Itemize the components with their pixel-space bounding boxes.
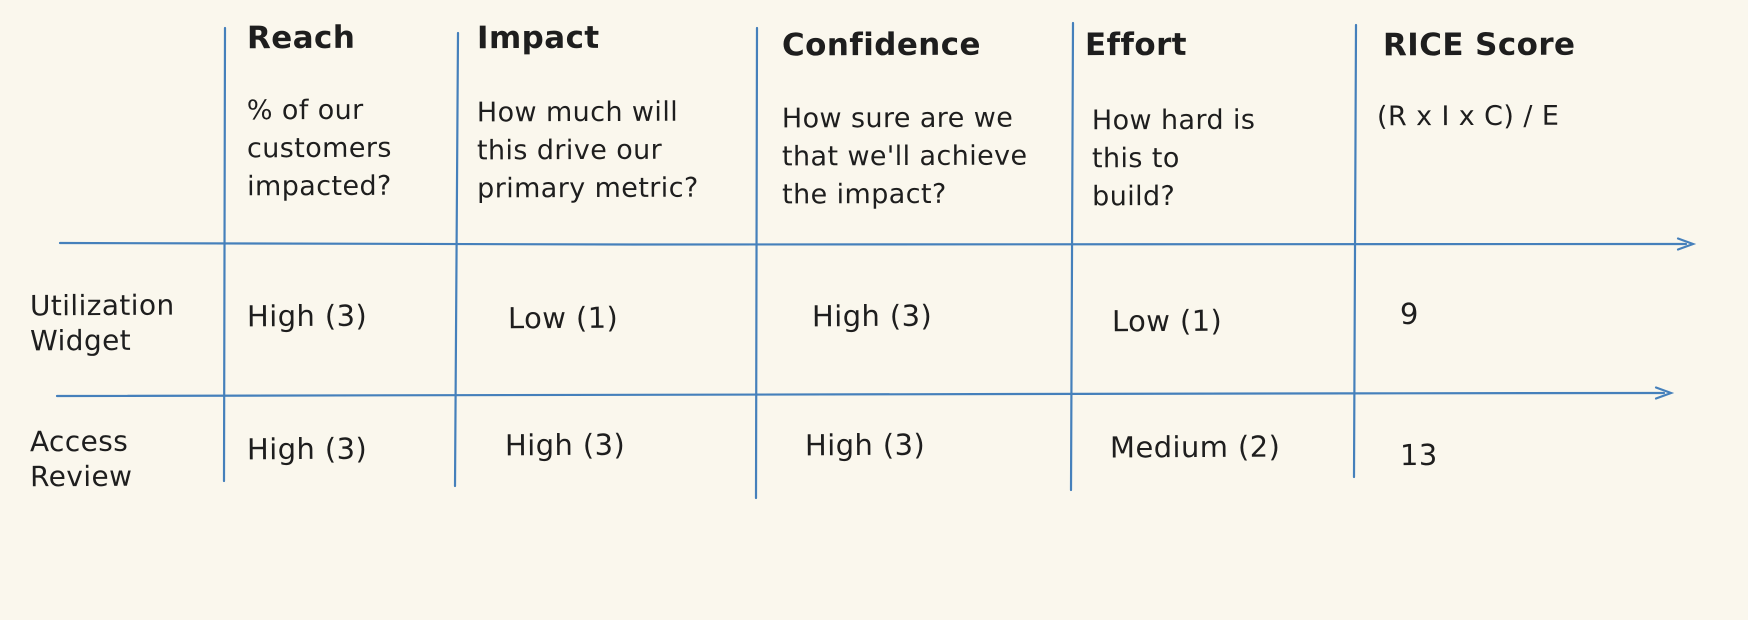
cell-access-impact: High (3) <box>504 427 626 463</box>
cell-utilization-rice-score: 9 <box>1399 296 1419 332</box>
cell-access-effort: Medium (2) <box>1109 429 1281 465</box>
header-row-line <box>58 241 1688 246</box>
column-description-confidence: How sure are we that we'll achieve the i… <box>781 102 1028 211</box>
cell-utilization-effort: Low (1) <box>1111 303 1223 339</box>
column-header-confidence: Confidence <box>781 26 981 64</box>
column-line-5 <box>1352 23 1358 479</box>
rice-formula: (R x I x C) / E <box>1376 100 1560 133</box>
column-header-reach: Reach <box>246 19 356 57</box>
header-row-arrowhead <box>1676 237 1697 251</box>
row-label-utilization-widget: Utilization Widget <box>29 288 175 358</box>
column-line-4 <box>1069 21 1075 492</box>
cell-utilization-reach: High (3) <box>246 298 368 334</box>
cell-access-rice-score: 13 <box>1399 437 1438 473</box>
column-description-reach: % of our customers impacted? <box>246 94 392 203</box>
column-description-impact: How much will this drive our primary met… <box>476 96 699 205</box>
cell-access-confidence: High (3) <box>804 427 926 463</box>
column-header-impact: Impact <box>476 19 600 57</box>
column-line-1 <box>222 26 227 483</box>
cell-utilization-impact: Low (1) <box>507 300 619 336</box>
column-header-effort: Effort <box>1084 26 1188 64</box>
column-line-3 <box>754 26 759 500</box>
column-header-rice-score: RICE Score <box>1382 26 1576 64</box>
column-line-2 <box>453 31 460 488</box>
row-label-access-review: Access Review <box>29 424 133 494</box>
cell-access-reach: High (3) <box>246 431 368 467</box>
row-1-arrowhead <box>1654 386 1675 400</box>
cell-utilization-confidence: High (3) <box>811 298 933 334</box>
row-1-line <box>55 391 1666 398</box>
column-description-effort: How hard is this to build? <box>1091 104 1256 213</box>
